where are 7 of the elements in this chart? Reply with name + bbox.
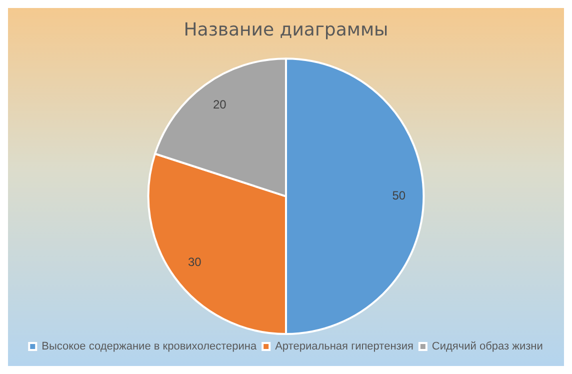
data-label: 20 bbox=[212, 97, 227, 112]
data-label: 30 bbox=[188, 254, 202, 269]
chart-title: Название диаграммы bbox=[184, 19, 388, 40]
legend-label: Высокое содержание в кровихолестерина bbox=[42, 340, 258, 353]
data-label: 50 bbox=[392, 188, 406, 203]
legend-label: Артериальная гипертензия bbox=[275, 340, 414, 353]
legend-label: Сидячий образ жизни bbox=[432, 340, 543, 353]
